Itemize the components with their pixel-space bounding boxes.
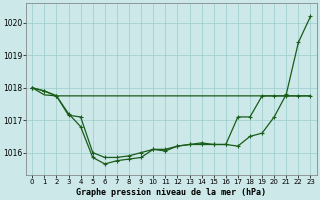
X-axis label: Graphe pression niveau de la mer (hPa): Graphe pression niveau de la mer (hPa) (76, 188, 266, 197)
